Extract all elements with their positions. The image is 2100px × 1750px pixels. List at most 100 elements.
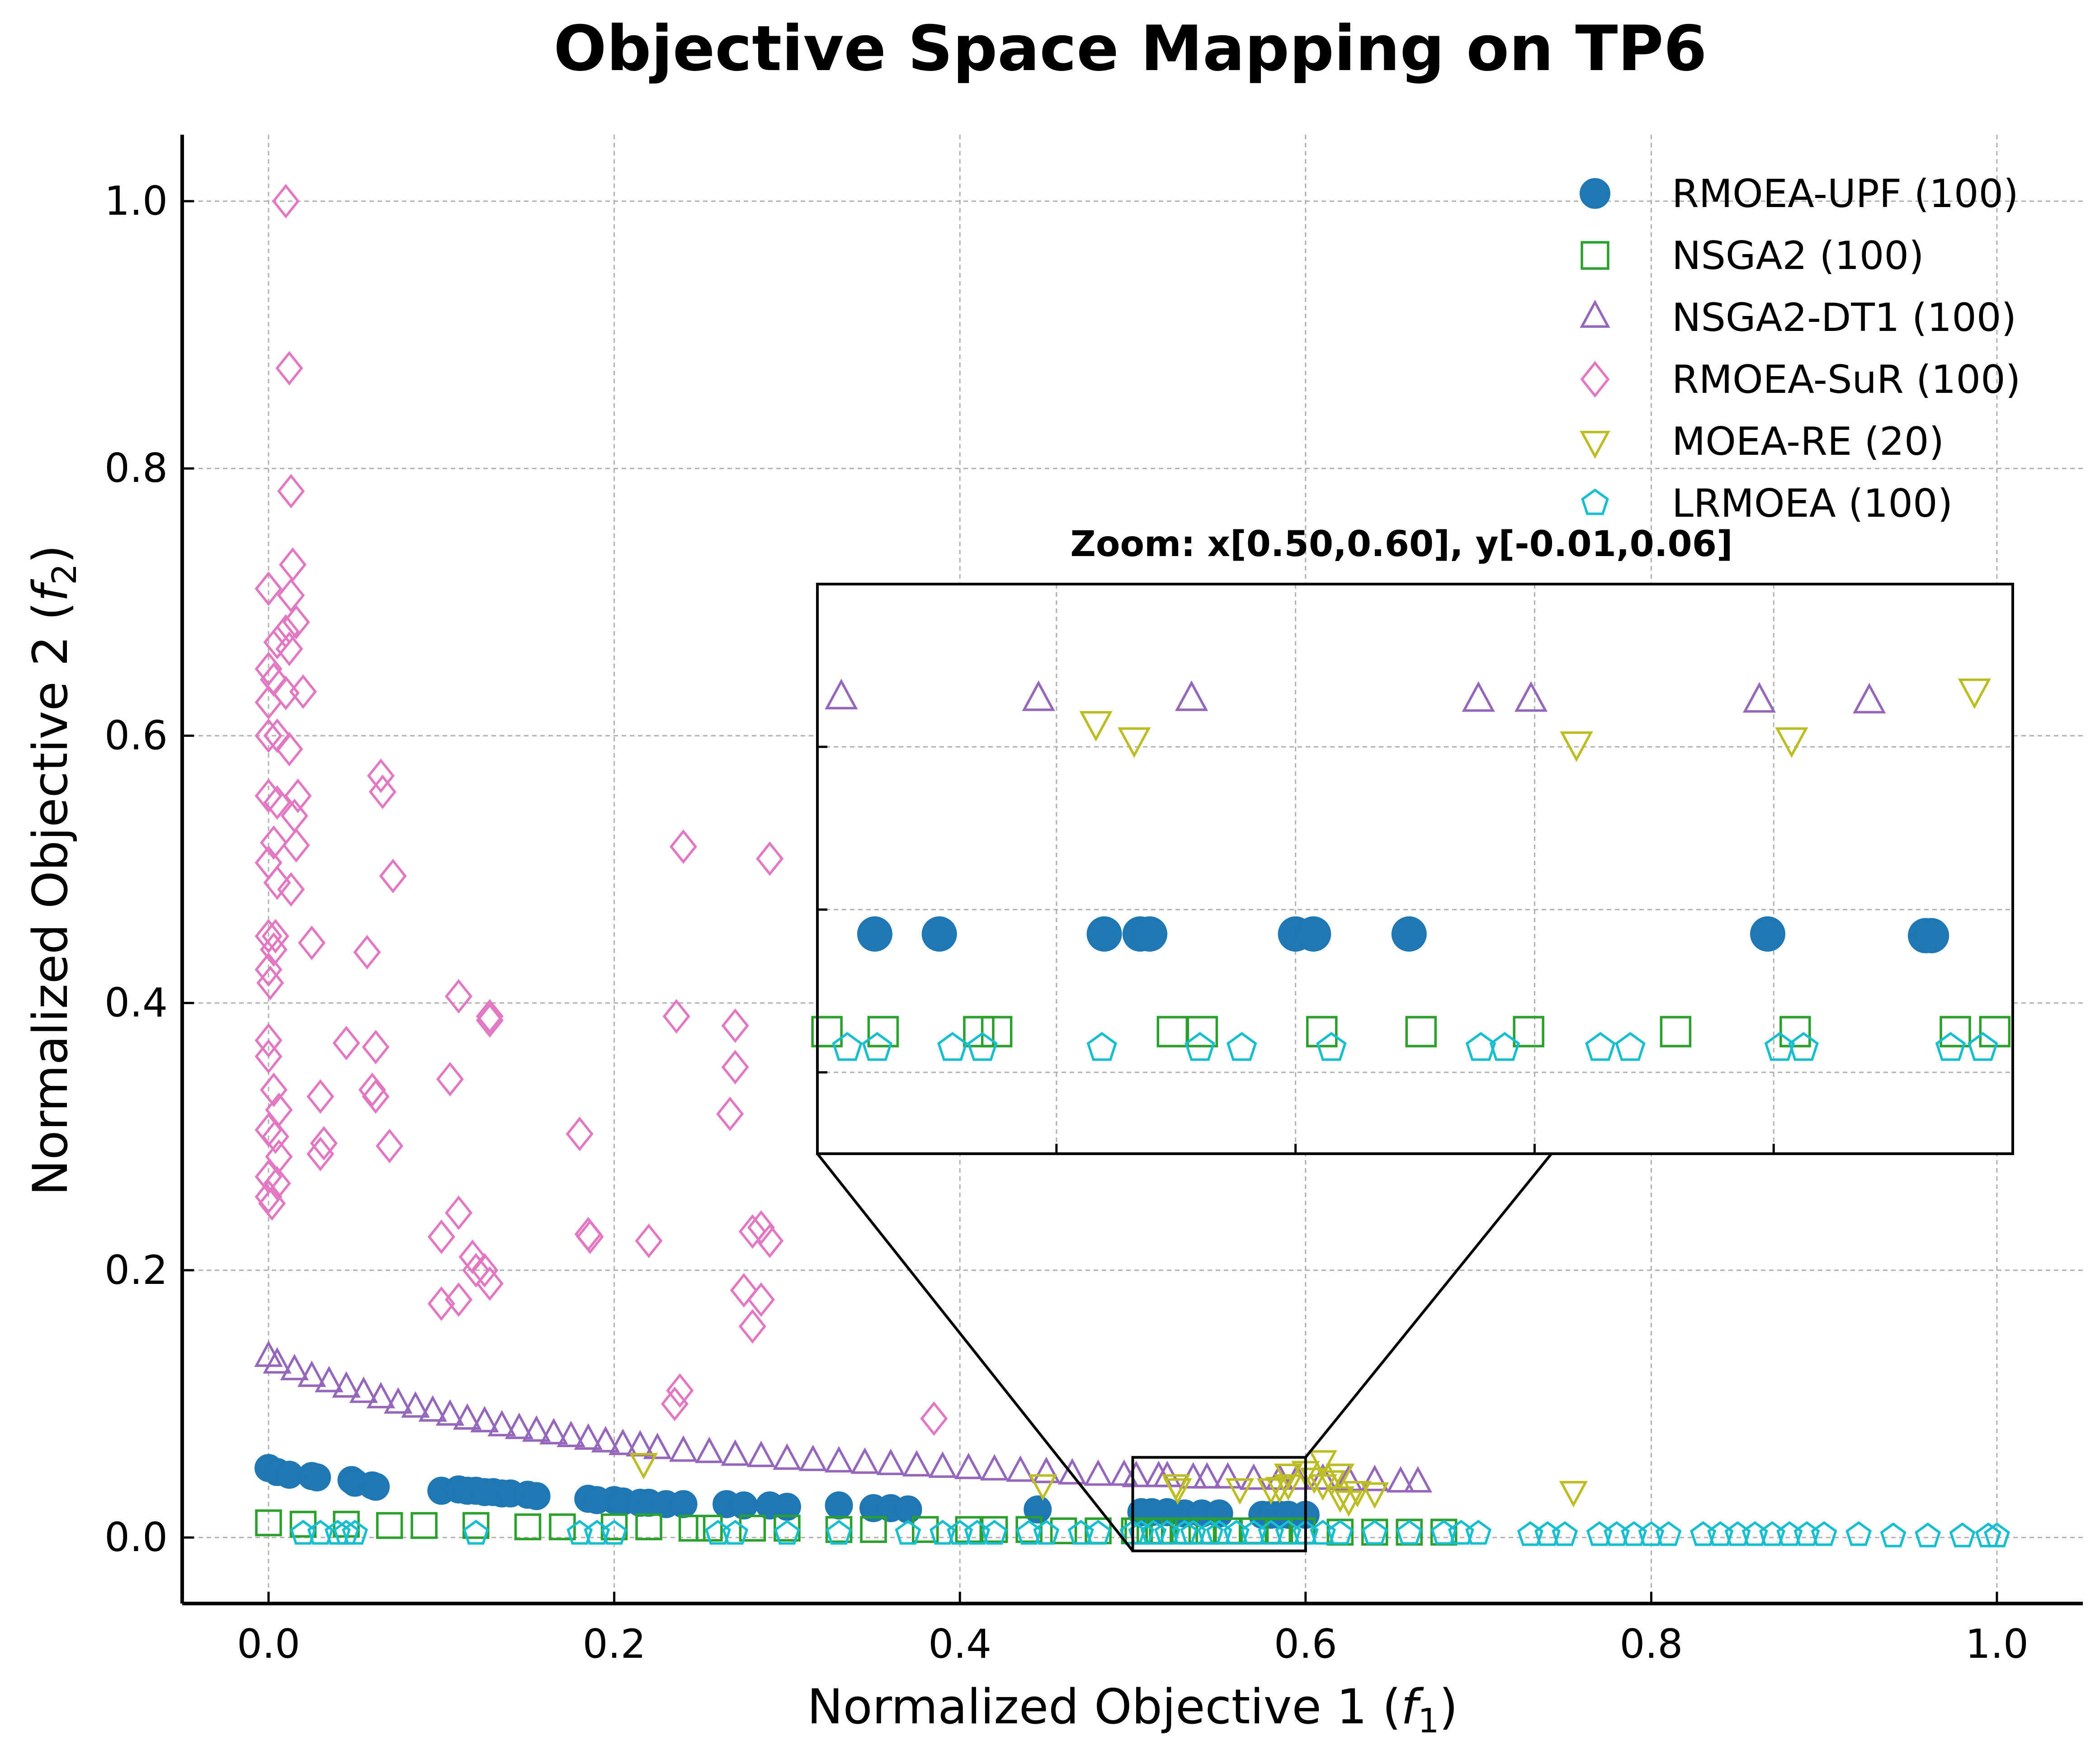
data-point <box>1811 1521 1837 1546</box>
data-point <box>746 1440 776 1467</box>
y-tick-label: 0.4 <box>104 980 168 1026</box>
data-point <box>255 685 283 720</box>
data-point <box>1845 1521 1872 1546</box>
inset-data-point <box>1775 727 1808 758</box>
data-point <box>773 1443 802 1470</box>
data-point <box>1327 1519 1354 1545</box>
inset-data-point <box>1968 1032 1998 1061</box>
data-point <box>362 1029 390 1065</box>
data-point <box>669 1490 698 1519</box>
data-point <box>609 1429 637 1455</box>
inset-data-point <box>1184 1032 1215 1061</box>
inset-data-point <box>862 1032 892 1061</box>
inset-data-point <box>921 916 957 952</box>
chart-title: Objective Space Mapping on TP6 <box>553 12 1707 85</box>
data-point <box>981 1516 1008 1543</box>
data-point <box>1015 1516 1043 1543</box>
legend-label: RMOEA-UPF (100) <box>1672 171 2019 217</box>
series-rmoea-upf <box>255 1454 1320 1529</box>
data-point <box>362 1079 390 1114</box>
data-point <box>747 1210 775 1245</box>
inset-data-point <box>1022 680 1055 711</box>
series-moea-re <box>629 1450 1588 1517</box>
data-point <box>825 1491 853 1520</box>
data-point <box>1326 1519 1354 1546</box>
inset-data-point <box>1086 1032 1117 1061</box>
data-point <box>358 1072 386 1107</box>
data-point <box>263 865 291 900</box>
data-point <box>418 1395 447 1422</box>
data-point <box>282 828 310 863</box>
legend-label: NSGA2-DT1 (100) <box>1672 295 2016 340</box>
data-point <box>310 1126 338 1161</box>
data-point <box>635 1223 663 1258</box>
data-point <box>1193 1462 1222 1489</box>
data-point <box>445 1195 473 1230</box>
data-point <box>376 1128 404 1164</box>
inset-data-point <box>1560 731 1593 762</box>
legend-marker <box>1580 430 1610 459</box>
data-point <box>1058 1458 1087 1485</box>
data-point <box>1326 1463 1354 1490</box>
data-point <box>255 651 283 686</box>
inset-data-point <box>1615 1032 1646 1061</box>
x-tick-label: 0.8 <box>1619 1621 1683 1667</box>
legend: RMOEA-UPF (100) NSGA2 (100) NSGA2-DT1 (100… <box>1580 171 2020 526</box>
data-point <box>298 925 326 960</box>
data-point <box>1024 1495 1052 1524</box>
data-point <box>824 1446 854 1473</box>
data-point <box>1033 1519 1060 1545</box>
data-point <box>411 1512 438 1539</box>
series-lrmoea <box>290 1519 2010 1547</box>
data-point <box>1386 1466 1415 1493</box>
inset-data-point <box>1316 1032 1347 1061</box>
inset-data-point <box>1788 1032 1819 1061</box>
data-point <box>427 1219 455 1255</box>
main-plot-points <box>254 184 2010 1547</box>
data-point <box>1396 1519 1423 1545</box>
inset-data-point <box>937 1032 968 1061</box>
data-point <box>379 858 407 893</box>
data-point <box>774 1514 801 1542</box>
inset-data-point <box>1742 682 1776 713</box>
data-point <box>445 979 473 1014</box>
inset-data-point <box>1660 1016 1692 1047</box>
inset-data-point <box>832 1032 863 1061</box>
data-point <box>661 1387 689 1421</box>
data-point <box>362 1472 390 1501</box>
data-point <box>721 1439 750 1466</box>
data-point <box>662 999 690 1034</box>
legend-item: LRMOEA (100) <box>1581 481 1953 526</box>
inset-data-point <box>1935 1032 1966 1061</box>
zoom-region-box <box>1131 1456 1307 1552</box>
data-point <box>261 1119 289 1154</box>
data-point <box>1032 1457 1061 1483</box>
data-point <box>1140 1519 1167 1545</box>
data-point <box>895 1519 921 1545</box>
data-point <box>1360 1482 1389 1509</box>
data-point <box>825 1516 853 1543</box>
data-point <box>1403 1466 1432 1493</box>
data-point <box>289 674 317 709</box>
data-point <box>436 1061 464 1097</box>
inset-series-moea-re <box>1079 678 1991 762</box>
data-point <box>258 1186 286 1221</box>
data-point <box>574 1423 603 1450</box>
data-point <box>366 1382 396 1409</box>
data-point <box>1163 1478 1192 1505</box>
data-point <box>476 1266 504 1301</box>
inset-data-point <box>1175 680 1208 711</box>
data-point <box>1655 1521 1682 1546</box>
data-point <box>1085 1519 1111 1545</box>
data-point <box>738 1309 766 1344</box>
data-point <box>695 1436 724 1463</box>
data-point <box>453 1403 482 1430</box>
data-point <box>255 1179 283 1214</box>
data-point <box>462 1519 489 1545</box>
legend-item: RMOEA-SuR (100) <box>1580 357 2020 402</box>
data-point <box>1197 1519 1224 1545</box>
inset-data-point <box>1296 916 1331 952</box>
data-point <box>514 1513 542 1541</box>
data-point <box>756 1223 784 1258</box>
data-point <box>1559 1481 1588 1508</box>
